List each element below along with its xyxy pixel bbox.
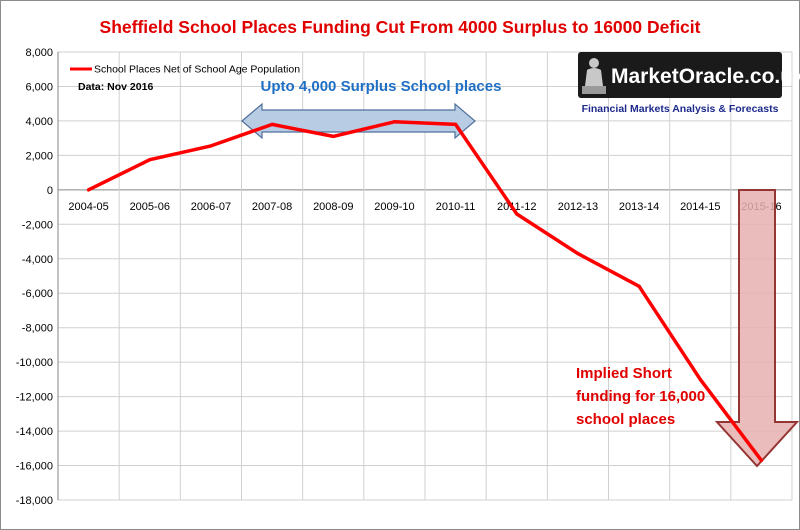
surplus-double-arrow [241,102,476,140]
y-tick-label: 0 [47,185,53,197]
surplus-annotation: Upto 4,000 Surplus School places [261,78,502,95]
y-tick-label: 4,000 [25,116,53,128]
implied-line-1: Implied Short [576,365,672,382]
logo-figure-icon [582,58,606,94]
y-tick-label: -4,000 [22,254,53,266]
x-tick-label: 2008-09 [313,201,353,213]
data-point [576,252,580,256]
x-tick-label: 2006-07 [191,201,231,213]
data-point [270,122,274,126]
y-tick-label: -8,000 [22,323,53,335]
y-tick-label: -6,000 [22,288,53,300]
y-tick-label: 6,000 [25,81,53,93]
x-tick-label: 2014-15 [680,201,720,213]
implied-line-3: school places [576,411,675,428]
data-point [637,284,641,288]
data-point [453,122,458,126]
x-tick-label: 2009-10 [374,201,414,213]
data-source-note: Data: Nov 2016 [78,81,153,93]
x-tick-label: 2013-14 [619,201,659,213]
y-tick-label: 8,000 [25,47,53,59]
data-point [331,134,335,139]
logo-wordmark: MarketOracle.co.uk [611,65,800,88]
data-point [392,120,397,124]
data-point [148,158,152,162]
y-tick-label: -12,000 [16,392,53,404]
y-tick-label: -16,000 [16,461,53,473]
logo-tagline: Financial Markets Analysis & Forecasts [582,103,779,115]
x-tick-label: 2010-11 [436,201,476,213]
y-axis-tick-labels: 8,000 6,000 4,000 2,000 0 -2,000 -4,000 -6,000 -… [16,47,53,507]
data-point [209,144,213,148]
logo-background [578,52,782,98]
x-tick-label: 2011-12 [497,201,537,213]
x-tick-label: 2012-13 [558,201,598,213]
x-tick-label: 2005-06 [130,201,170,213]
implied-deficit-annotation: Implied Short funding for 16,000 school … [576,365,705,428]
deficit-down-arrow [714,189,800,468]
data-point [698,377,702,381]
data-point [759,458,764,462]
series-line-school-places [86,120,764,463]
data-point [515,212,519,216]
series-points [86,120,764,462]
x-tick-label: 2004-05 [68,201,108,213]
y-tick-label: 2,000 [25,150,53,162]
data-point [86,188,91,192]
legend-label: School Places Net of School Age Populati… [94,64,300,76]
x-tick-label: 2007-08 [252,201,292,213]
legend: School Places Net of School Age Populati… [70,64,300,76]
marketoracle-logo: MarketOracle.co.uk Financial Markets Ana… [578,52,800,115]
y-tick-label: -10,000 [16,357,53,369]
chart-title: Sheffield School Places Funding Cut From… [100,17,701,37]
implied-line-2: funding for 16,000 [576,388,705,405]
y-tick-label: -18,000 [16,495,53,507]
y-tick-label: -14,000 [16,426,53,438]
y-tick-label: -2,000 [22,219,53,231]
